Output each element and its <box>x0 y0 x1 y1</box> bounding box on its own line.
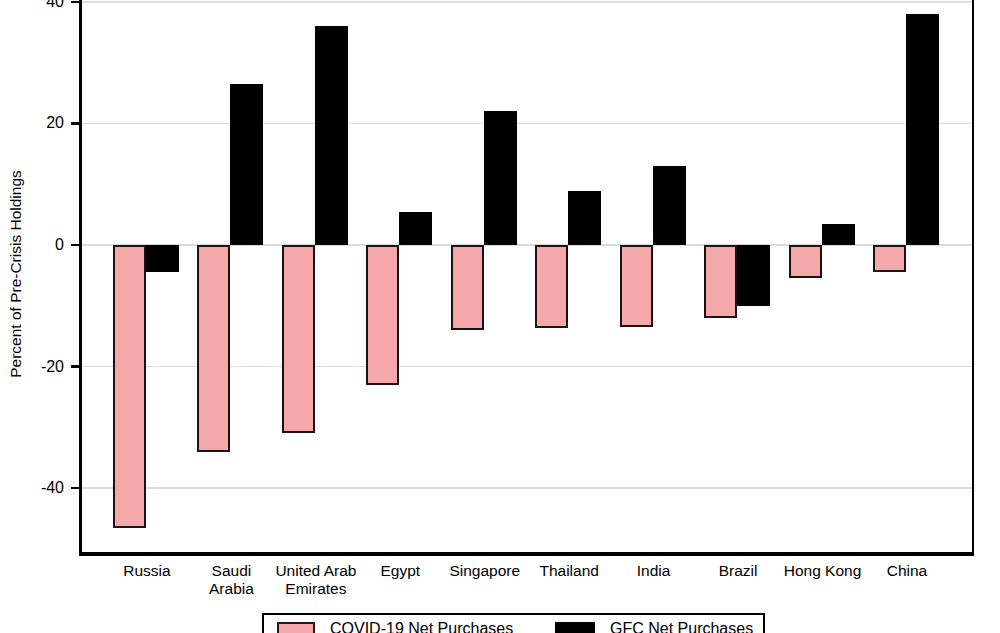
right-border-line <box>972 0 975 555</box>
bar-chart: Percent of Pre-Crisis Holdings 40 20 0 -20 -… <box>0 0 1000 633</box>
legend: COVID-19 Net Purchases GFC Net Purchases <box>262 613 765 633</box>
gridline-40 <box>82 1 973 3</box>
bar-covid-russia <box>113 245 146 528</box>
x-axis-line <box>79 552 974 556</box>
bar-covid-hong-kong <box>789 245 822 278</box>
bar-gfc-brazil <box>737 245 770 306</box>
gridline-20 <box>82 123 973 125</box>
legend-gfc-swatch <box>555 622 595 633</box>
y-tick-label-0: 0 <box>6 236 64 254</box>
bar-covid-united-arab-emirates <box>282 245 315 433</box>
y-tick-label--40: -40 <box>6 479 64 497</box>
bar-gfc-russia <box>146 245 179 272</box>
bar-covid-saudi-arabia <box>197 245 230 452</box>
bar-gfc-thailand <box>568 191 601 245</box>
bar-gfc-egypt <box>399 212 432 245</box>
legend-covid-swatch <box>277 622 315 633</box>
y-tick-label-40: 40 <box>6 0 64 11</box>
y-tick-label-20: 20 <box>6 114 64 132</box>
bar-gfc-china <box>906 14 939 245</box>
gridline--40 <box>82 487 973 489</box>
bar-gfc-singapore <box>484 111 517 245</box>
y-axis-title: Percent of Pre-Crisis Holdings <box>7 124 27 424</box>
bar-covid-china <box>873 245 906 272</box>
bar-covid-thailand <box>535 245 568 328</box>
y-axis-line <box>79 0 82 555</box>
bar-covid-brazil <box>704 245 737 318</box>
bar-covid-egypt <box>366 245 399 385</box>
bar-gfc-united-arab-emirates <box>315 26 348 245</box>
bar-gfc-hong-kong <box>822 224 855 245</box>
legend-covid-label: COVID-19 Net Purchases <box>330 620 513 633</box>
bar-gfc-saudi-arabia <box>230 84 263 245</box>
legend-gfc-label: GFC Net Purchases <box>610 620 753 633</box>
y-tick-label--20: -20 <box>6 358 64 376</box>
x-label-china: China <box>842 562 972 580</box>
bar-gfc-india <box>653 166 686 245</box>
bar-covid-singapore <box>451 245 484 330</box>
bar-covid-india <box>620 245 653 327</box>
